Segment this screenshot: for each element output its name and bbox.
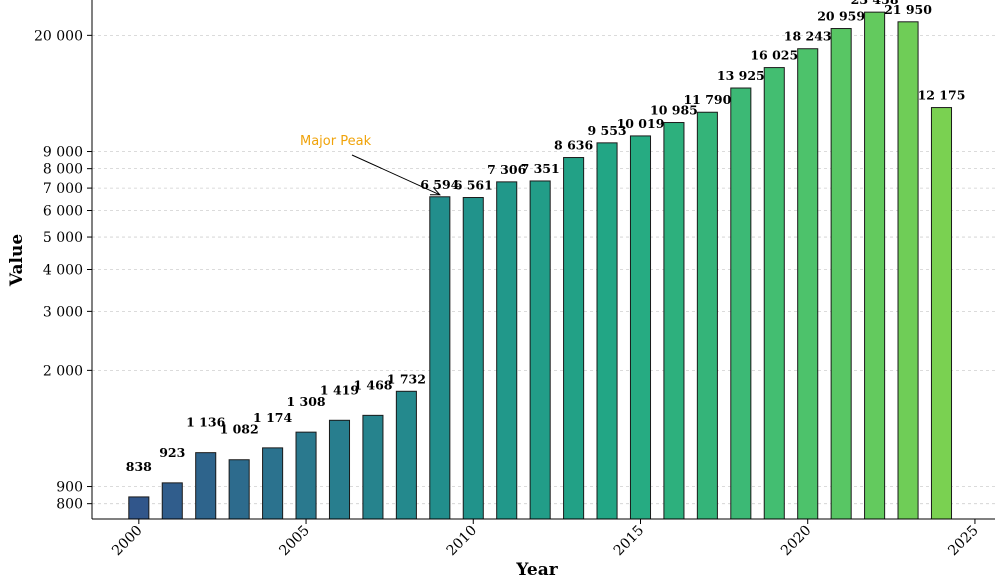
bar-2005 [295,431,317,520]
y-axis-label: Value [7,234,27,287]
x-tick-label: 2015 [611,523,648,560]
bar-label-2021: 20 959 [817,9,865,24]
bar-label-2024: 12 175 [918,88,966,103]
y-tick-label: 5 000 [43,230,83,246]
bar-label-2013: 8 636 [554,138,593,153]
x-tick-label: 2020 [778,523,815,560]
axes [91,0,995,520]
bar-2006 [328,419,351,520]
bar-2010 [462,197,484,520]
x-axis-label: Year [515,560,558,580]
bar-label-2019: 16 025 [750,48,798,63]
y-tick-label: 4 000 [43,263,83,279]
y-tick-label: 7 000 [43,181,83,197]
x-axis-ticks: 2000 2005 2010 2015 2020 2025 [109,519,982,559]
y-tick-label: 20 000 [34,28,83,44]
bar-2000 [128,496,150,520]
bar-label-2006: 1 419 [320,382,359,397]
bar-2014 [596,142,618,520]
bar-label-2016: 10 985 [650,103,698,118]
bar-2002 [195,452,217,520]
y-tick-label: 9 000 [43,145,83,161]
annotation-text: Major Peak [300,134,372,149]
bar-2011 [496,181,518,520]
bar-label-2011: 7 306 [487,162,526,177]
y-tick-label: 3 000 [43,304,83,320]
y-tick-label: 6 000 [43,204,83,220]
bar-2009 [429,196,451,520]
bar-2020 [797,48,819,520]
bar-label-2005: 1 308 [286,394,325,409]
bar-label-2023: 21 950 [884,2,932,17]
bar-2024 [930,107,953,520]
bar-label-2010: 6 561 [454,178,493,193]
bar-label-2003: 1 082 [220,422,259,437]
bar-label-2001: 923 [159,445,185,460]
bar-label-2007: 1 468 [353,377,392,392]
bar-2022 [864,11,886,520]
bar-2021 [830,28,852,520]
bar-2001 [161,482,183,520]
bar-label-2018: 13 925 [717,68,765,83]
bar-2003 [228,459,250,520]
annotation-arrow [351,154,441,196]
bar-2015 [629,135,652,520]
bar-2013 [563,157,585,520]
bar-label-2008: 1 732 [387,371,426,386]
bar-label-2002: 1 136 [186,415,225,430]
bar-label-2017: 11 790 [683,92,731,107]
x-tick-label: 2000 [109,523,146,560]
bars [128,11,953,520]
bar-label-2015: 10 019 [617,116,665,131]
bar-2012 [529,180,551,520]
bar-label-2004: 1 174 [253,410,292,425]
bar-label-2022: 23 458 [851,0,899,7]
bar-2016 [663,122,685,520]
x-tick-label: 2005 [276,523,313,560]
annotation: Major Peak [300,134,441,196]
y-tick-label: 8 000 [43,162,83,178]
y-tick-label: 2 000 [43,363,83,379]
bar-2004 [262,447,284,520]
annotation-arrowhead [429,187,441,196]
bar-2007 [362,414,384,520]
bar-label-2000: 838 [126,459,152,474]
bar-2017 [696,111,718,520]
y-tick-label: 900 [56,480,83,496]
bar-label-2012: 7 351 [521,161,560,176]
bar-label-2020: 18 243 [784,29,832,44]
x-tick-label: 2010 [444,523,481,560]
bar-2023 [897,21,919,520]
bar-label-2009: 6 594 [420,177,459,192]
bar-label-2014: 9 553 [587,123,626,138]
bar-2018 [730,87,752,520]
y-tick-label: 800 [56,497,83,513]
bar-2008 [395,390,417,520]
bar-2019 [763,67,785,520]
x-tick-label: 2025 [945,523,982,560]
